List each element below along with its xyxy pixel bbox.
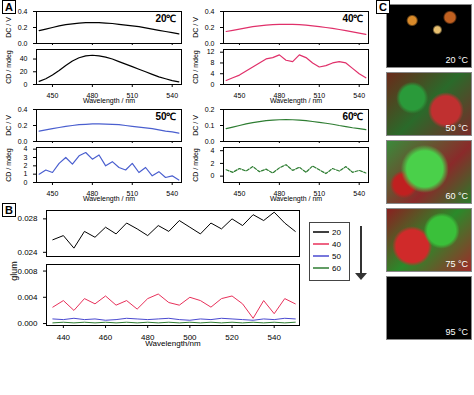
- svg-text:0: 0: [24, 179, 28, 186]
- svg-text:40℃: 40℃: [342, 13, 363, 24]
- svg-text:0.2: 0.2: [205, 24, 215, 31]
- svg-text:0.1: 0.1: [205, 122, 215, 129]
- svg-text:3: 3: [24, 154, 28, 161]
- svg-text:0.4: 0.4: [18, 106, 28, 113]
- html-text:glum: glum: [9, 261, 19, 281]
- svg-text:Wavelength / nm: Wavelength / nm: [83, 195, 135, 203]
- svg-text:0.4: 0.4: [205, 8, 215, 15]
- svg-text:540: 540: [166, 92, 178, 99]
- svg-text:DC / V: DC / V: [192, 115, 199, 136]
- svg-text:40: 40: [20, 55, 28, 62]
- svg-text:Wavelength / nm: Wavelength / nm: [270, 195, 322, 203]
- svg-text:40: 40: [332, 240, 341, 249]
- svg-text:DC / V: DC / V: [192, 17, 199, 38]
- svg-text:540: 540: [268, 333, 282, 342]
- svg-text:0.028: 0.028: [17, 214, 38, 223]
- svg-text:0.008: 0.008: [17, 267, 38, 276]
- html-text:C: C: [379, 1, 387, 13]
- svg-text:0.004: 0.004: [17, 293, 38, 302]
- svg-text:0.2: 0.2: [205, 106, 215, 113]
- svg-text:Wavelength/nm: Wavelength/nm: [145, 339, 201, 348]
- svg-text:CD / mdeg: CD / mdeg: [5, 50, 13, 84]
- html-text:95 °C: 95 °C: [445, 327, 468, 337]
- svg-text:CD / mdeg: CD / mdeg: [5, 148, 13, 182]
- svg-text:450: 450: [234, 190, 246, 197]
- svg-text:Wavelength / nm: Wavelength / nm: [83, 97, 135, 105]
- svg-text:0.0: 0.0: [18, 138, 28, 145]
- svg-text:20: 20: [332, 228, 341, 237]
- html-text:60 °C: 60 °C: [445, 191, 468, 201]
- svg-text:0.000: 0.000: [17, 319, 38, 328]
- svg-text:0.2: 0.2: [18, 24, 28, 31]
- svg-text:540: 540: [166, 190, 178, 197]
- svg-text:CD / mdeg: CD / mdeg: [192, 50, 200, 84]
- svg-text:450: 450: [47, 190, 59, 197]
- svg-text:2: 2: [24, 162, 28, 169]
- svg-text:60: 60: [332, 264, 341, 273]
- svg-text:20℃: 20℃: [155, 13, 176, 24]
- svg-text:0: 0: [211, 81, 215, 88]
- svg-text:DC / V: DC / V: [5, 17, 12, 38]
- html-text:75 °C: 75 °C: [445, 259, 468, 269]
- html-text:B: B: [5, 204, 13, 216]
- svg-text:50: 50: [332, 252, 341, 261]
- svg-text:Wavelength / nm: Wavelength / nm: [270, 97, 322, 105]
- svg-text:440: 440: [57, 333, 71, 342]
- svg-text:0.2: 0.2: [18, 122, 28, 129]
- svg-text:450: 450: [47, 92, 59, 99]
- svg-text:0.0: 0.0: [205, 40, 215, 47]
- html-text:A: A: [5, 1, 13, 13]
- svg-text:460: 460: [99, 333, 113, 342]
- svg-text:0: 0: [211, 172, 215, 179]
- svg-text:50℃: 50℃: [155, 111, 176, 122]
- svg-text:540: 540: [353, 92, 365, 99]
- svg-text:60℃: 60℃: [342, 111, 363, 122]
- svg-text:0.0: 0.0: [18, 40, 28, 47]
- svg-text:0.024: 0.024: [17, 248, 38, 257]
- svg-text:2: 2: [211, 160, 215, 167]
- svg-text:520: 520: [225, 333, 239, 342]
- svg-text:0: 0: [24, 81, 28, 88]
- svg-text:20: 20: [20, 68, 28, 75]
- svg-text:4: 4: [24, 145, 28, 152]
- svg-text:8: 8: [211, 59, 215, 66]
- svg-text:4: 4: [211, 70, 215, 77]
- svg-text:540: 540: [353, 190, 365, 197]
- svg-text:12: 12: [207, 48, 215, 55]
- html-text:50 °C: 50 °C: [445, 123, 468, 133]
- svg-text:1: 1: [24, 170, 28, 177]
- svg-text:4: 4: [211, 147, 215, 154]
- svg-text:450: 450: [234, 92, 246, 99]
- svg-text:CD / mdeg: CD / mdeg: [192, 148, 200, 182]
- html-text:20 °C: 20 °C: [445, 55, 468, 65]
- svg-text:0.0: 0.0: [205, 138, 215, 145]
- svg-text:DC / V: DC / V: [5, 115, 12, 136]
- svg-text:0.4: 0.4: [18, 8, 28, 15]
